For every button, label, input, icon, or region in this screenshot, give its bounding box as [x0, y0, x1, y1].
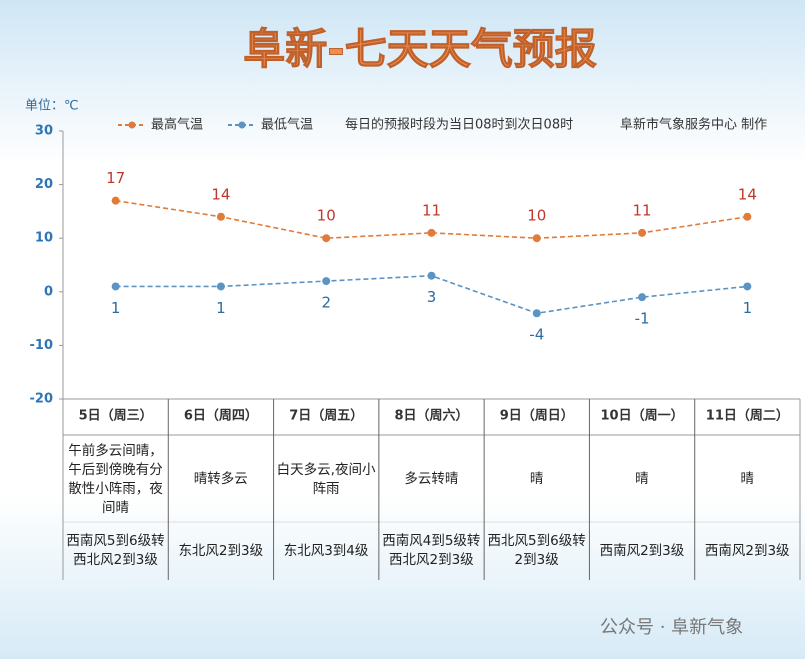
point [111, 282, 120, 291]
data-label: 17 [106, 169, 125, 187]
x-tick-label: 7日（周五） [289, 408, 363, 424]
wind-cell: 东北风2到3级 [178, 542, 264, 559]
point [427, 271, 436, 280]
y-tick-label: -20 [30, 392, 54, 407]
point [216, 282, 225, 291]
data-label: 11 [422, 201, 441, 219]
title: 阜新-七天天气预报 [243, 25, 596, 74]
wind-cell: 西南风4到5级转西北风2到3级 [382, 533, 481, 568]
point [322, 234, 331, 243]
point [638, 228, 647, 237]
y-tick-label: 20 [35, 177, 53, 192]
data-label: 14 [211, 185, 230, 203]
weather-cell: 晴 [635, 471, 649, 487]
data-label: -4 [529, 326, 544, 344]
data-label: 14 [738, 185, 757, 203]
x-tick-label: 11日（周二） [706, 408, 789, 424]
y-tick-label: 0 [44, 284, 53, 299]
legend-marker [128, 121, 136, 129]
legend-marker [238, 121, 246, 129]
data-label: -1 [635, 310, 650, 328]
unit-label: 单位：℃ [25, 99, 79, 114]
legend-label: 最低气温 [261, 117, 313, 133]
note: 每日的预报时段为当日08时到次日08时 [345, 117, 573, 133]
watermark: 公众号 · 阜新气象 [600, 617, 743, 638]
weather-cell: 白天多云,夜间小阵雨 [276, 461, 376, 497]
data-label: 1 [216, 299, 226, 317]
legend-label: 最高气温 [151, 117, 203, 133]
weather-cell: 晴 [740, 471, 754, 487]
data-label: 3 [427, 288, 437, 306]
wind-cell: 西南风2到3级 [704, 542, 790, 559]
weather-cell: 晴转多云 [193, 471, 248, 487]
point [322, 277, 331, 286]
source: 阜新市气象服务中心 制作 [620, 117, 767, 133]
point [743, 282, 752, 291]
x-tick-label: 10日（周一） [601, 408, 684, 424]
point [743, 212, 752, 221]
point [532, 234, 541, 243]
data-label: 1 [111, 299, 121, 317]
point [111, 196, 120, 205]
point [638, 293, 647, 302]
data-label: 10 [317, 207, 336, 225]
weather-cell: 午前多云间晴，午后到傍晚有分散性小阵雨，夜间晴 [68, 442, 163, 516]
y-tick-label: 30 [35, 124, 53, 139]
y-tick-label: -10 [30, 338, 54, 353]
point [216, 212, 225, 221]
data-label: 10 [527, 207, 546, 225]
data-label: 2 [321, 294, 331, 312]
y-tick-label: 10 [35, 231, 53, 246]
wind-cell: 西南风5到6级转西北风2到3级 [66, 533, 165, 568]
wind-cell: 西北风5到6级转2到3级 [487, 533, 586, 568]
point [427, 228, 436, 237]
data-label: 1 [743, 299, 753, 317]
wind-cell: 东北风3到4级 [283, 542, 369, 559]
weather-cell: 多云转晴 [404, 471, 459, 487]
x-tick-label: 9日（周日） [500, 408, 574, 424]
weather-cell: 晴 [529, 471, 544, 487]
point [532, 309, 541, 318]
x-tick-label: 8日（周六） [394, 408, 468, 424]
x-tick-label: 6日（周四） [184, 408, 258, 424]
x-tick-label: 5日（周三） [79, 408, 153, 424]
wind-cell: 西南风2到3级 [599, 542, 685, 559]
data-label: 11 [633, 201, 652, 219]
